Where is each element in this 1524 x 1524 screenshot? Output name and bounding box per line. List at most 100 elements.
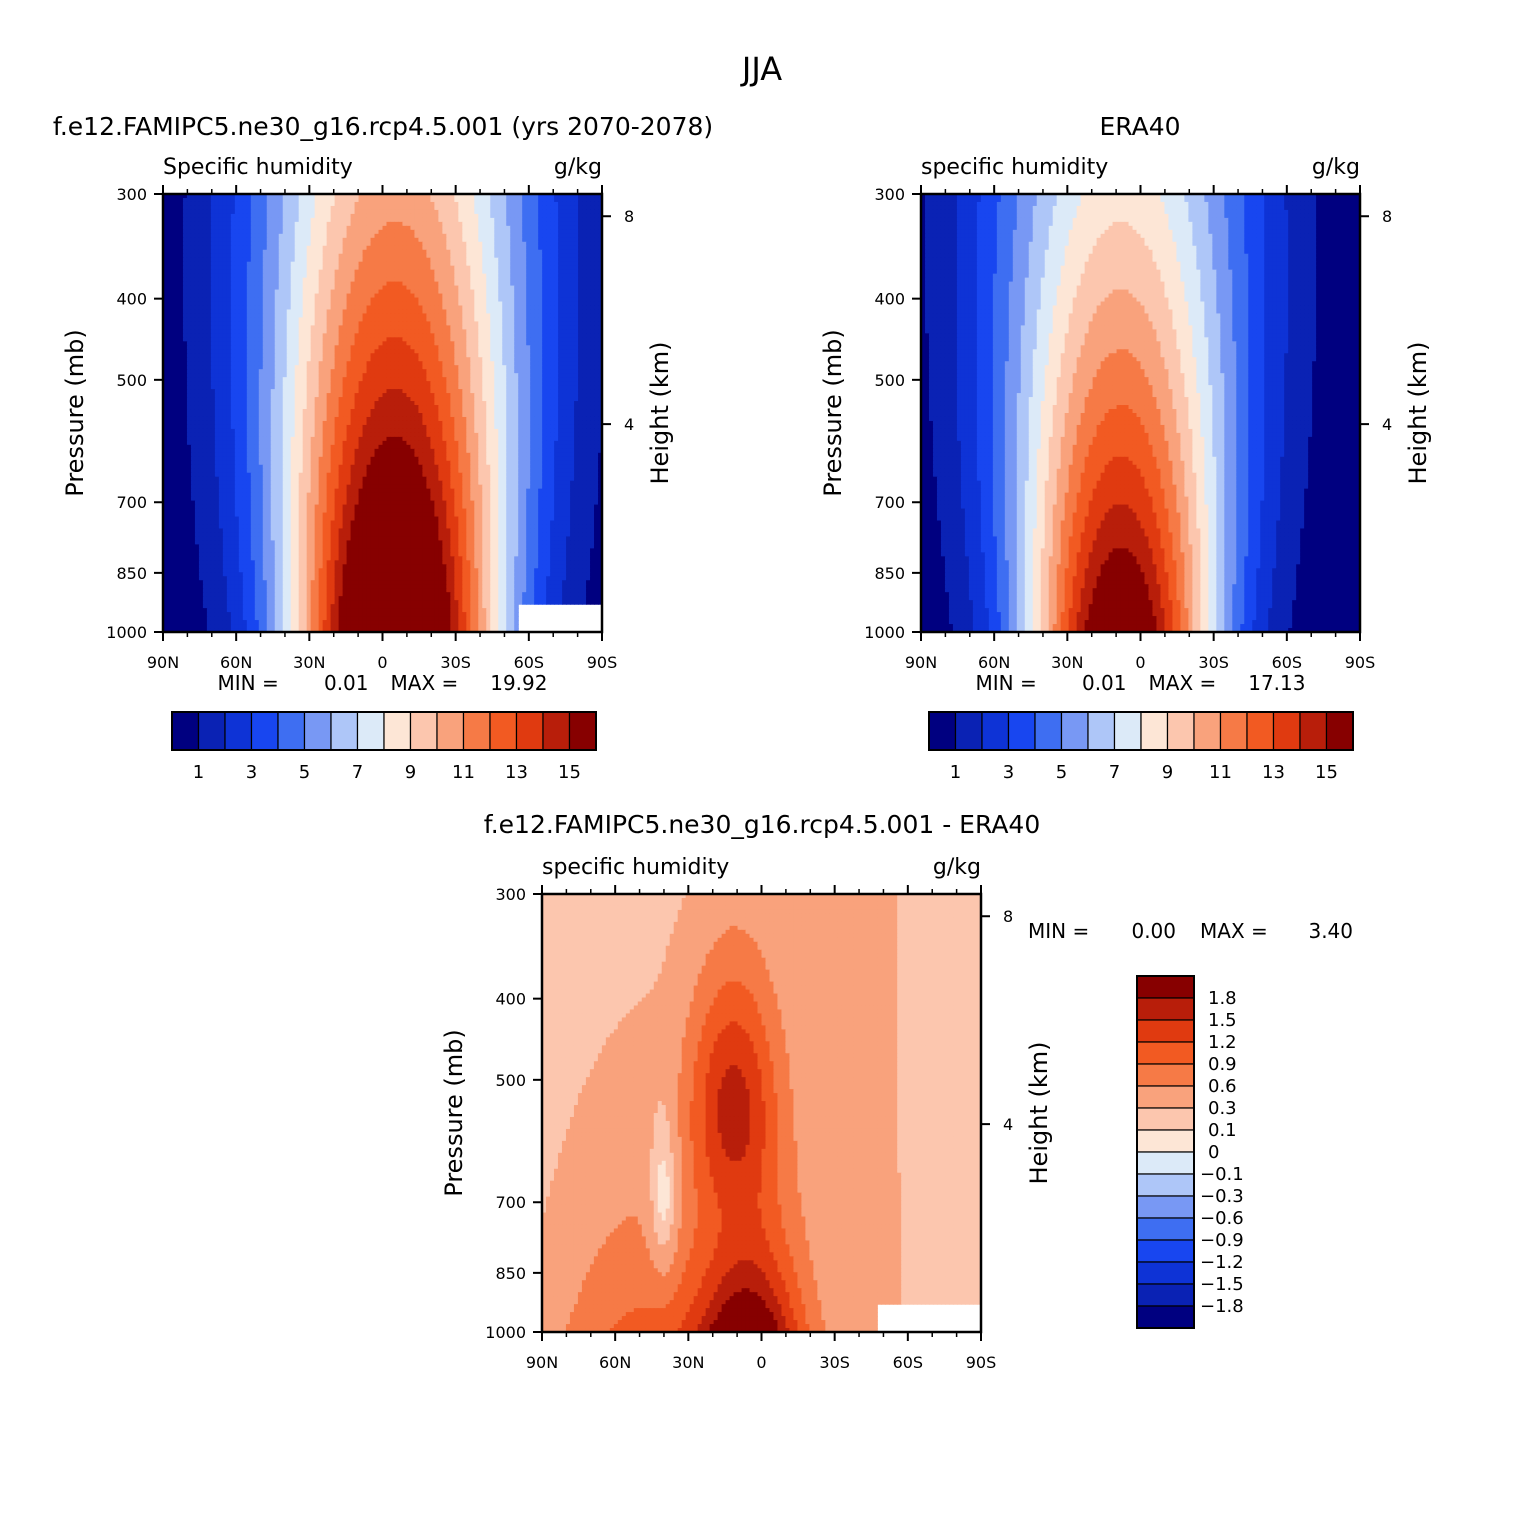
field-cell bbox=[374, 265, 380, 271]
field-cell bbox=[163, 245, 168, 251]
field-cell bbox=[470, 201, 475, 207]
field-cell bbox=[330, 373, 336, 378]
field-cell bbox=[394, 229, 400, 235]
field-cell bbox=[550, 241, 555, 247]
field-cell bbox=[406, 357, 412, 362]
field-cell bbox=[282, 317, 288, 323]
field-cell bbox=[302, 345, 308, 350]
field-cell bbox=[238, 309, 244, 315]
field-cell bbox=[163, 369, 168, 374]
field-cell bbox=[442, 325, 447, 330]
field-cell bbox=[438, 361, 443, 366]
field-cell bbox=[514, 217, 519, 223]
field-cell bbox=[306, 281, 312, 287]
field-cell bbox=[522, 225, 527, 231]
field-cell bbox=[566, 229, 571, 235]
field-cell bbox=[566, 349, 571, 354]
field-cell bbox=[386, 349, 392, 354]
field-cell bbox=[474, 273, 479, 279]
field-cell bbox=[426, 257, 431, 263]
field-cell bbox=[306, 245, 312, 251]
field-cell bbox=[218, 197, 224, 203]
field-cell bbox=[198, 273, 204, 279]
field-cell bbox=[266, 201, 272, 207]
field-cell bbox=[238, 261, 244, 267]
field-cell bbox=[494, 353, 499, 358]
field-cell bbox=[358, 337, 364, 342]
field-cell bbox=[166, 225, 172, 231]
field-cell bbox=[582, 349, 587, 354]
field-cell bbox=[250, 265, 256, 271]
field-cell bbox=[250, 194, 256, 199]
field-cell bbox=[542, 201, 547, 207]
field-cell bbox=[534, 341, 539, 346]
field-cell bbox=[182, 241, 188, 247]
field-cell bbox=[358, 245, 364, 251]
field-cell bbox=[482, 345, 487, 350]
field-cell bbox=[326, 205, 332, 211]
field-cell bbox=[338, 221, 344, 227]
field-cell bbox=[266, 265, 272, 271]
field-cell bbox=[458, 261, 463, 267]
field-cell bbox=[366, 253, 372, 259]
field-cell bbox=[422, 229, 427, 235]
field-cell bbox=[330, 194, 336, 199]
field-cell bbox=[414, 361, 420, 366]
field-cell bbox=[542, 269, 547, 275]
field-cell bbox=[170, 285, 176, 291]
field-cell bbox=[470, 321, 475, 326]
field-cell bbox=[546, 329, 551, 334]
field-cell bbox=[538, 321, 543, 326]
field-cell bbox=[330, 249, 336, 255]
field-cell bbox=[246, 285, 252, 291]
field-cell bbox=[218, 253, 224, 259]
field-cell bbox=[522, 261, 527, 267]
field-cell bbox=[546, 281, 551, 287]
field-cell bbox=[226, 277, 232, 283]
field-cell bbox=[390, 333, 396, 338]
field-cell bbox=[262, 337, 268, 342]
field-cell bbox=[258, 313, 264, 319]
field-cell bbox=[454, 277, 459, 283]
field-cell bbox=[166, 369, 172, 374]
field-cell bbox=[230, 329, 236, 334]
field-cell bbox=[594, 217, 599, 223]
field-cell bbox=[254, 269, 260, 275]
field-cell bbox=[426, 317, 431, 323]
field-cell bbox=[270, 217, 276, 223]
field-cell bbox=[226, 241, 232, 247]
field-cell bbox=[506, 194, 511, 199]
field-cell bbox=[214, 213, 220, 219]
field-cell bbox=[362, 277, 368, 283]
field-cell bbox=[402, 273, 408, 279]
field-cell bbox=[174, 233, 180, 239]
field-cell bbox=[362, 265, 368, 271]
field-cell bbox=[438, 257, 443, 263]
field-cell bbox=[170, 357, 176, 362]
field-cell bbox=[474, 217, 479, 223]
field-cell bbox=[298, 289, 304, 295]
field-cell bbox=[218, 293, 224, 299]
field-cell bbox=[470, 337, 475, 342]
field-cell bbox=[294, 265, 300, 271]
field-cell bbox=[294, 285, 300, 291]
field-cell bbox=[358, 269, 364, 275]
field-cell bbox=[562, 313, 567, 319]
field-cell bbox=[534, 365, 539, 370]
field-cell bbox=[454, 201, 459, 207]
field-cell bbox=[486, 225, 491, 231]
field-cell bbox=[278, 357, 284, 362]
field-cell bbox=[598, 285, 603, 291]
field-cell bbox=[346, 341, 352, 346]
field-cell bbox=[494, 229, 499, 235]
field-cell bbox=[586, 249, 591, 255]
field-cell bbox=[190, 325, 196, 330]
field-cell bbox=[578, 301, 583, 307]
field-cell bbox=[374, 341, 380, 346]
field-cell bbox=[354, 317, 360, 323]
field-cell bbox=[554, 293, 559, 299]
field-cell bbox=[430, 353, 435, 358]
field-cell bbox=[246, 229, 252, 235]
field-cell bbox=[558, 273, 563, 279]
field-cell bbox=[362, 233, 368, 239]
